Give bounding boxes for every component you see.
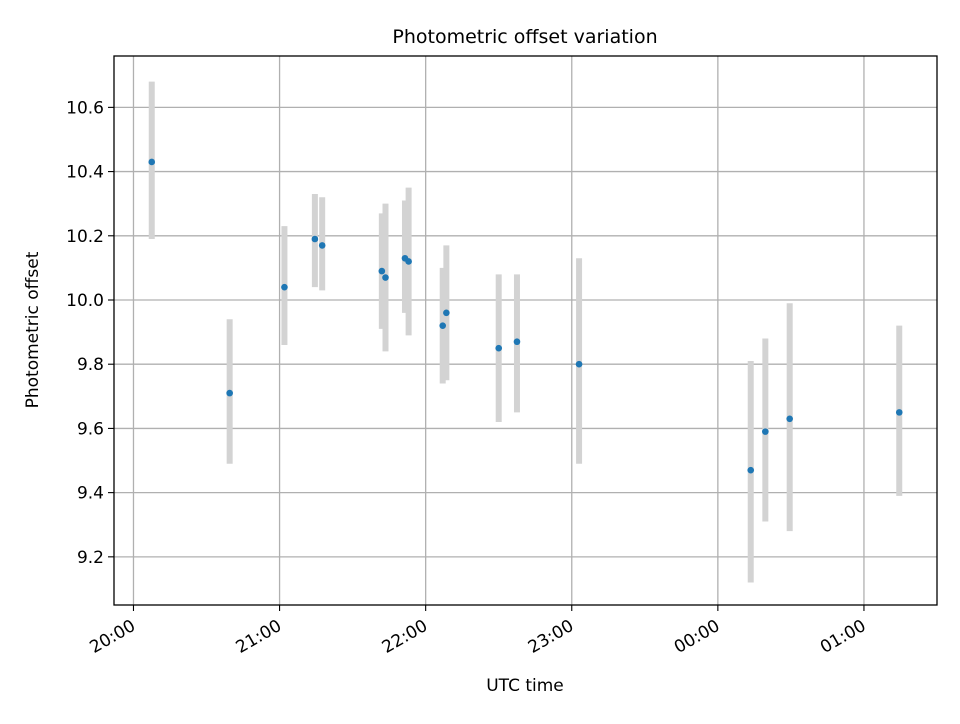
data-point [443, 309, 450, 317]
data-point [762, 428, 769, 435]
y-tick-label: 10.0 [66, 291, 104, 311]
data-point [318, 242, 326, 249]
data-point [439, 322, 447, 329]
data-point [281, 283, 288, 291]
y-tick-label: 10.6 [66, 98, 104, 118]
y-tick-label: 10.2 [66, 227, 104, 247]
data-point [378, 267, 386, 275]
point-layer [148, 158, 903, 474]
y-axis-label: Photometric offset [23, 251, 43, 408]
data-point [382, 274, 389, 281]
y-tick-label: 9.2 [77, 548, 104, 568]
data-point [226, 389, 233, 397]
y-tick-label: 9.8 [77, 355, 104, 375]
data-point [148, 158, 156, 166]
data-point [575, 360, 583, 368]
y-tick-label: 10.4 [66, 163, 104, 183]
y-tick-label: 9.4 [77, 484, 104, 504]
data-point [311, 235, 319, 243]
data-point [513, 338, 521, 346]
y-tick-label: 9.6 [77, 419, 104, 439]
data-point [495, 344, 503, 352]
chart-title: Photometric offset variation [392, 26, 657, 48]
data-point [895, 409, 903, 416]
data-point [747, 466, 755, 474]
data-point [786, 415, 793, 423]
x-axis-label: UTC time [486, 676, 564, 696]
data-point [405, 258, 412, 265]
grid-layer [114, 56, 937, 605]
plot-frame [113, 55, 938, 606]
